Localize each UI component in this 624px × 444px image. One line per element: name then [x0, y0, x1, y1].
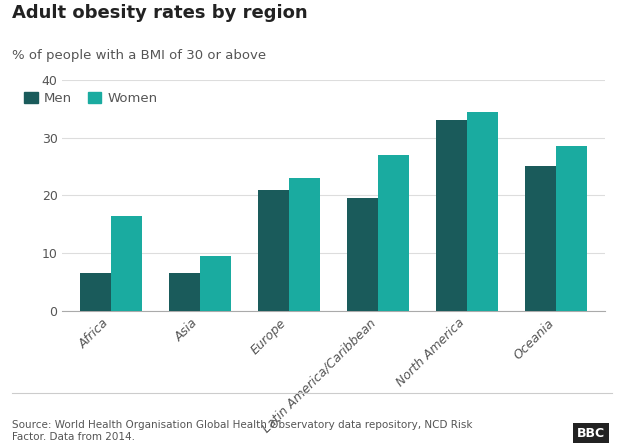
Text: BBC: BBC: [577, 427, 605, 440]
Bar: [467, 112, 499, 311]
Bar: [378, 155, 409, 311]
Bar: [436, 120, 467, 311]
Bar: [169, 274, 200, 311]
Text: Adult obesity rates by region: Adult obesity rates by region: [12, 4, 308, 23]
Text: Source: World Health Organisation Global Health Observatory data repository, NCD: Source: World Health Organisation Global…: [12, 420, 473, 442]
Legend: Men, Women: Men, Women: [19, 87, 163, 110]
Bar: [80, 274, 111, 311]
Bar: [111, 216, 142, 311]
Bar: [557, 146, 587, 311]
Bar: [258, 190, 290, 311]
Bar: [347, 198, 378, 311]
Bar: [200, 256, 232, 311]
Text: % of people with a BMI of 30 or above: % of people with a BMI of 30 or above: [12, 49, 266, 62]
Bar: [290, 178, 321, 311]
Bar: [525, 166, 557, 311]
